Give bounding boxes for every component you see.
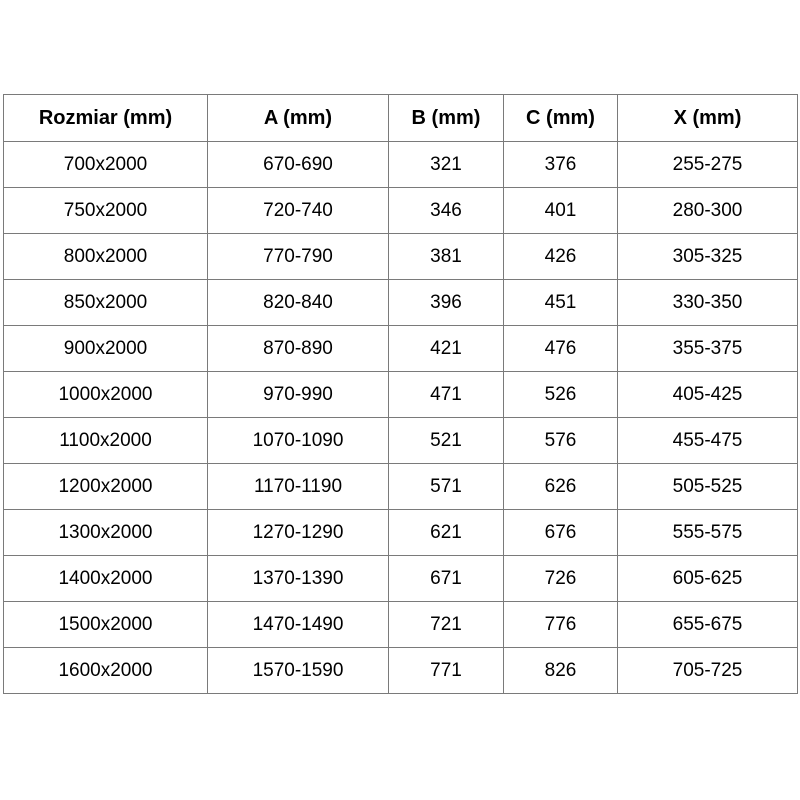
table-cell: 1100x2000	[3, 417, 208, 464]
table-row: 1100x2000 1070-1090 521 576 455-475	[3, 417, 798, 464]
table-cell: 850x2000	[3, 279, 208, 326]
table-cell: 771	[388, 647, 504, 694]
table-cell: 305-325	[617, 233, 798, 280]
table-cell: 1000x2000	[3, 371, 208, 418]
table-cell: 671	[388, 555, 504, 602]
table-row: 900x2000 870-890 421 476 355-375	[3, 325, 798, 372]
table-cell: 526	[503, 371, 618, 418]
table-cell: 820-840	[207, 279, 389, 326]
table-cell: 571	[388, 463, 504, 510]
table-cell: 1270-1290	[207, 509, 389, 556]
table-row: 1300x2000 1270-1290 621 676 555-575	[3, 509, 798, 556]
table-cell: 376	[503, 141, 618, 188]
table-row: 1200x2000 1170-1190 571 626 505-525	[3, 463, 798, 510]
table-cell: 476	[503, 325, 618, 372]
table-cell: 405-425	[617, 371, 798, 418]
table-cell: 255-275	[617, 141, 798, 188]
table-cell: 705-725	[617, 647, 798, 694]
table-cell: 421	[388, 325, 504, 372]
table-cell: 1470-1490	[207, 601, 389, 648]
size-table-container: Rozmiar (mm) A (mm) B (mm) C (mm) X (mm)…	[3, 94, 798, 694]
table-cell: 700x2000	[3, 141, 208, 188]
table-cell: 1600x2000	[3, 647, 208, 694]
table-cell: 655-675	[617, 601, 798, 648]
table-cell: 720-740	[207, 187, 389, 234]
column-header-b: B (mm)	[388, 94, 504, 142]
table-cell: 346	[388, 187, 504, 234]
table-cell: 621	[388, 509, 504, 556]
table-cell: 970-990	[207, 371, 389, 418]
table-cell: 1070-1090	[207, 417, 389, 464]
table-cell: 1400x2000	[3, 555, 208, 602]
column-header-c: C (mm)	[503, 94, 618, 142]
column-header-x: X (mm)	[617, 94, 798, 142]
table-row: 750x2000 720-740 346 401 280-300	[3, 187, 798, 234]
table-cell: 555-575	[617, 509, 798, 556]
table-cell: 1300x2000	[3, 509, 208, 556]
table-cell: 1170-1190	[207, 463, 389, 510]
table-cell: 355-375	[617, 325, 798, 372]
table-row: 700x2000 670-690 321 376 255-275	[3, 141, 798, 188]
table-cell: 1370-1390	[207, 555, 389, 602]
table-cell: 721	[388, 601, 504, 648]
table-row: 1500x2000 1470-1490 721 776 655-675	[3, 601, 798, 648]
table-cell: 576	[503, 417, 618, 464]
table-row: 800x2000 770-790 381 426 305-325	[3, 233, 798, 280]
column-header-a: A (mm)	[207, 94, 389, 142]
table-cell: 626	[503, 463, 618, 510]
table-cell: 670-690	[207, 141, 389, 188]
table-cell: 1500x2000	[3, 601, 208, 648]
table-row: 1600x2000 1570-1590 771 826 705-725	[3, 647, 798, 694]
table-cell: 280-300	[617, 187, 798, 234]
table-row: 850x2000 820-840 396 451 330-350	[3, 279, 798, 326]
table-cell: 800x2000	[3, 233, 208, 280]
table-cell: 770-790	[207, 233, 389, 280]
table-cell: 451	[503, 279, 618, 326]
table-cell: 826	[503, 647, 618, 694]
table-row: 1400x2000 1370-1390 671 726 605-625	[3, 555, 798, 602]
table-cell: 455-475	[617, 417, 798, 464]
table-cell: 381	[388, 233, 504, 280]
table-cell: 401	[503, 187, 618, 234]
column-header-rozmiar: Rozmiar (mm)	[3, 94, 208, 142]
table-cell: 776	[503, 601, 618, 648]
table-cell: 1200x2000	[3, 463, 208, 510]
table-cell: 321	[388, 141, 504, 188]
table-header-row: Rozmiar (mm) A (mm) B (mm) C (mm) X (mm)	[3, 94, 798, 142]
table-cell: 521	[388, 417, 504, 464]
table-cell: 750x2000	[3, 187, 208, 234]
table-cell: 505-525	[617, 463, 798, 510]
table-cell: 676	[503, 509, 618, 556]
table-cell: 726	[503, 555, 618, 602]
table-row: 1000x2000 970-990 471 526 405-425	[3, 371, 798, 418]
table-cell: 330-350	[617, 279, 798, 326]
table-body: 700x2000 670-690 321 376 255-275 750x2000 720-…	[3, 141, 798, 694]
table-cell: 471	[388, 371, 504, 418]
table-cell: 1570-1590	[207, 647, 389, 694]
table-cell: 870-890	[207, 325, 389, 372]
table-cell: 900x2000	[3, 325, 208, 372]
table-cell: 396	[388, 279, 504, 326]
table-cell: 605-625	[617, 555, 798, 602]
table-cell: 426	[503, 233, 618, 280]
size-table: Rozmiar (mm) A (mm) B (mm) C (mm) X (mm)…	[3, 94, 798, 694]
